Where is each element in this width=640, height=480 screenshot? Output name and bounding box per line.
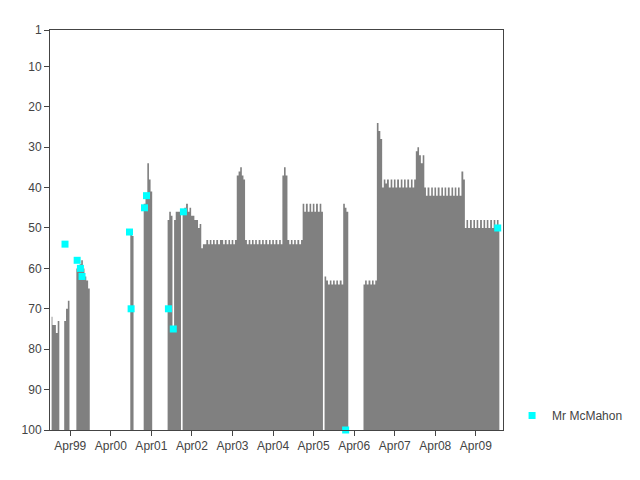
svg-text:Apr01: Apr01: [135, 439, 167, 453]
svg-text:Apr04: Apr04: [257, 439, 289, 453]
svg-text:90: 90: [28, 383, 42, 397]
svg-text:Apr00: Apr00: [95, 439, 127, 453]
svg-text:50: 50: [28, 221, 42, 235]
svg-text:Apr07: Apr07: [379, 439, 411, 453]
svg-text:Apr99: Apr99: [54, 439, 86, 453]
svg-text:Apr03: Apr03: [216, 439, 248, 453]
svg-text:10: 10: [28, 60, 42, 74]
svg-text:Apr06: Apr06: [338, 439, 370, 453]
svg-text:30: 30: [28, 140, 42, 154]
svg-text:100: 100: [22, 423, 42, 437]
svg-text:Apr05: Apr05: [298, 439, 330, 453]
svg-text:80: 80: [28, 342, 42, 356]
svg-text:40: 40: [28, 181, 42, 195]
svg-text:20: 20: [28, 100, 42, 114]
svg-text:Apr09: Apr09: [460, 439, 492, 453]
svg-text:Mr McMahon: Mr McMahon: [552, 409, 622, 423]
svg-text:Apr08: Apr08: [419, 439, 451, 453]
svg-text:60: 60: [28, 262, 42, 276]
svg-text:Apr02: Apr02: [176, 439, 208, 453]
svg-text:70: 70: [28, 302, 42, 316]
svg-text:1: 1: [35, 23, 42, 37]
